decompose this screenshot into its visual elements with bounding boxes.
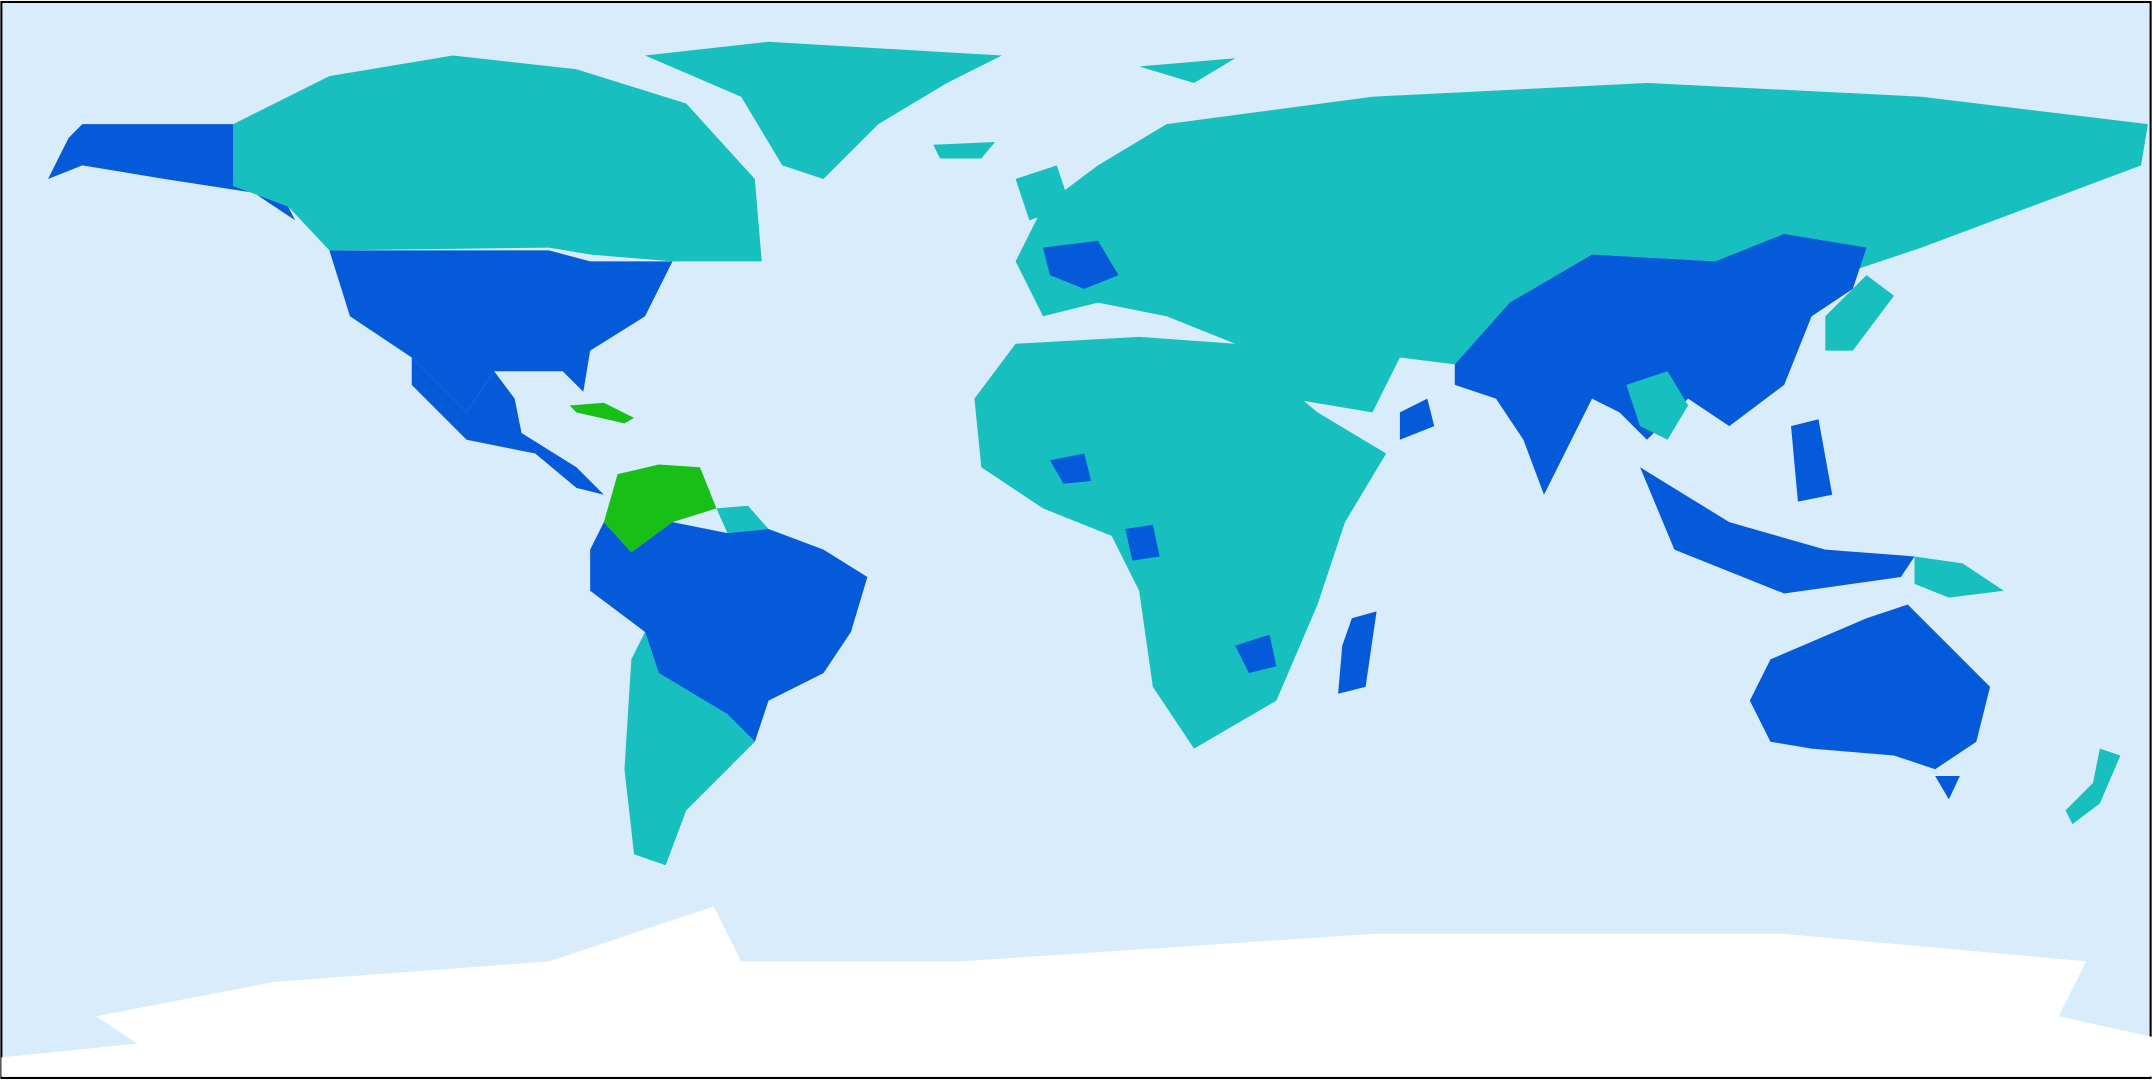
region	[1338, 611, 1377, 694]
region	[569, 402, 635, 424]
region	[1043, 240, 1119, 289]
region	[1015, 165, 1071, 221]
region	[645, 41, 1002, 180]
region	[716, 505, 769, 534]
region	[2065, 748, 2121, 825]
region	[1399, 398, 1435, 440]
region	[233, 55, 762, 262]
region	[1791, 419, 1833, 502]
region	[48, 124, 296, 221]
region	[590, 522, 868, 742]
region	[624, 631, 755, 866]
region	[603, 464, 717, 553]
region	[1626, 371, 1689, 440]
region	[1049, 453, 1092, 484]
region	[1454, 233, 1867, 495]
region	[1640, 467, 1915, 594]
region	[1235, 634, 1277, 674]
region	[1015, 82, 2148, 413]
region	[974, 336, 1387, 749]
region	[411, 357, 604, 495]
region	[1914, 556, 2004, 598]
region	[329, 250, 673, 413]
region	[1935, 776, 1960, 800]
region	[1, 906, 2152, 1077]
region	[933, 141, 996, 159]
region	[1125, 524, 1160, 561]
region	[1139, 58, 1236, 83]
region	[1825, 275, 1894, 351]
region	[1749, 604, 1991, 770]
